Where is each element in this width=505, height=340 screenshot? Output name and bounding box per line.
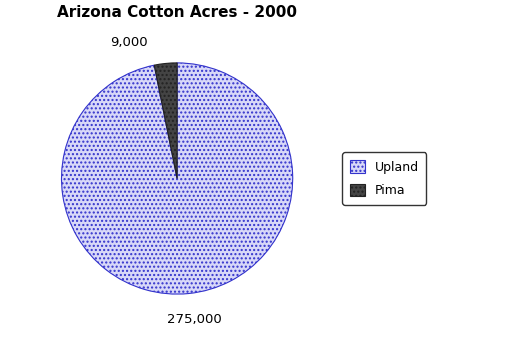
Title: Arizona Cotton Acres - 2000: Arizona Cotton Acres - 2000 [57, 5, 296, 20]
Wedge shape [154, 63, 177, 178]
Text: 9,000: 9,000 [110, 36, 147, 49]
Legend: Upland, Pima: Upland, Pima [341, 152, 426, 205]
Wedge shape [62, 63, 292, 294]
Text: 275,000: 275,000 [167, 313, 221, 326]
